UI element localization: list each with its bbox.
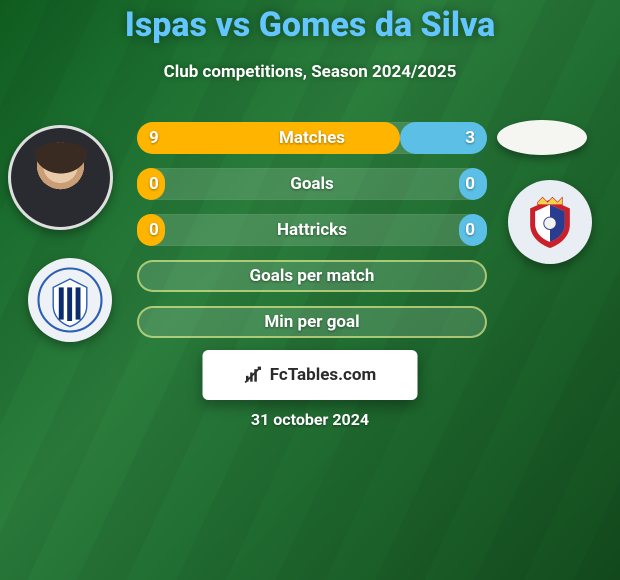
stat-value-right: 3 — [465, 128, 475, 148]
stat-value-left: 0 — [149, 174, 159, 194]
stat-value-left: 0 — [149, 220, 159, 240]
stat-label: Hattricks — [277, 220, 347, 240]
stat-row-goals: 0 Goals 0 — [137, 168, 487, 200]
stat-row-matches: 9 Matches 3 — [137, 122, 487, 154]
chart-icon — [244, 365, 264, 385]
brand-badge: FcTables.com — [203, 350, 418, 400]
stat-row-goals-per-match: Goals per match — [137, 260, 487, 292]
stat-value-left: 9 — [149, 128, 159, 148]
stat-row-min-per-goal: Min per goal — [137, 306, 487, 338]
club-crest-right — [508, 180, 592, 264]
page-subtitle: Club competitions, Season 2024/2025 — [0, 62, 620, 82]
stat-rows: 9 Matches 3 0 Goals 0 0 Hattricks 0 Goal… — [137, 122, 487, 338]
stat-label: Goals per match — [250, 266, 375, 286]
stat-label: Matches — [279, 128, 345, 148]
player-left-avatar — [8, 125, 113, 230]
stat-bar-left — [137, 122, 400, 154]
stat-row-hattricks: 0 Hattricks 0 — [137, 214, 487, 246]
brand-text: FcTables.com — [270, 365, 376, 385]
stat-value-right: 0 — [465, 174, 475, 194]
player-right-avatar — [497, 120, 587, 155]
page-title: Ispas vs Gomes da Silva — [0, 5, 620, 45]
stat-label: Goals — [290, 174, 334, 194]
stat-label: Min per goal — [264, 312, 359, 332]
date-text: 31 october 2024 — [0, 410, 620, 429]
stat-value-right: 0 — [465, 220, 475, 240]
comparison-card: Ispas vs Gomes da Silva Club competition… — [0, 0, 620, 580]
club-crest-left — [28, 258, 112, 342]
